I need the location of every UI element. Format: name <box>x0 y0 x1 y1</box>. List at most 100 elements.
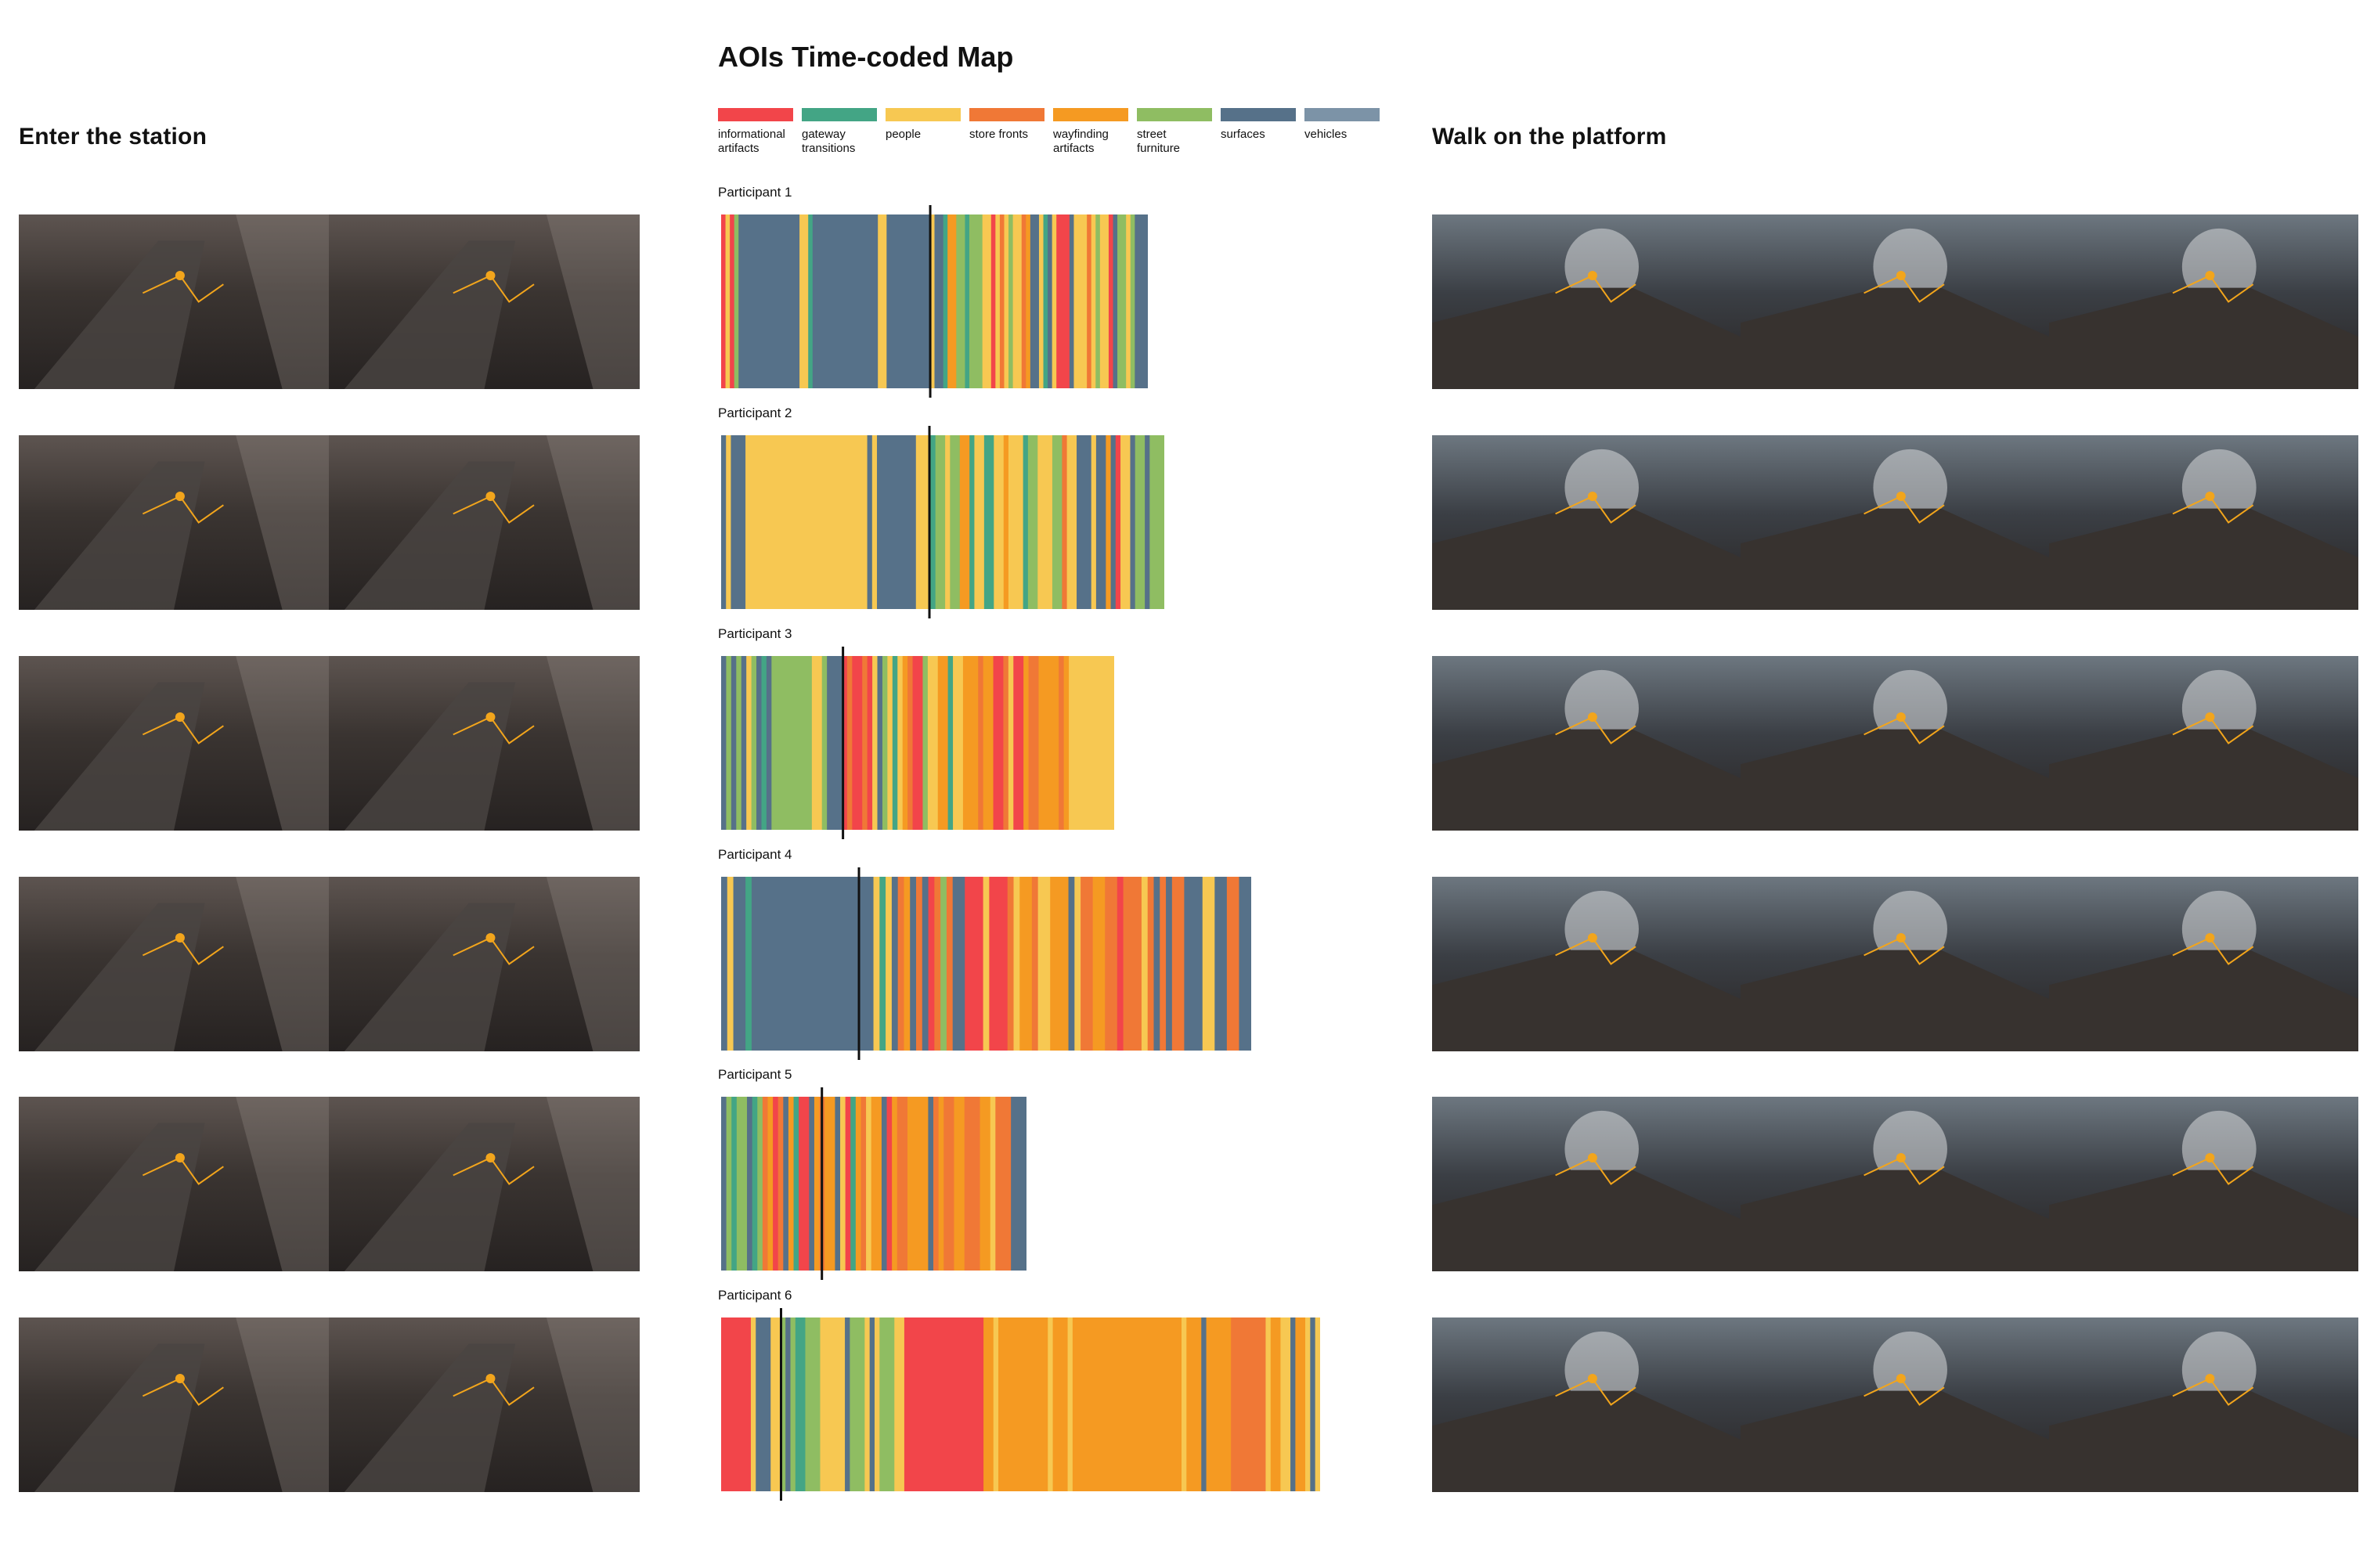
aoi-segment-fu <box>1117 214 1127 388</box>
aoi-segment-wa <box>1050 877 1070 1051</box>
aoi-segment-su <box>1184 877 1203 1051</box>
aoi-segment-wa <box>980 1097 991 1271</box>
aoi-segment-pe <box>874 1317 880 1491</box>
aoi-segment-fu <box>780 1317 786 1491</box>
aoi-segment-pe <box>872 656 879 830</box>
platform-photo <box>1741 656 2049 831</box>
platform-photo <box>2049 1097 2358 1271</box>
aoi-segment-pe <box>1038 214 1044 388</box>
aoi-segment-su <box>747 1097 753 1271</box>
aoi-segment-wa <box>1003 435 1009 609</box>
legend-label: surfaces <box>1221 128 1265 141</box>
aoi-segment-su <box>1077 435 1092 609</box>
aoi-segment-pe <box>1315 1317 1320 1491</box>
aoi-segment-wa <box>1186 1317 1202 1491</box>
aoi-segment-pe <box>993 1317 999 1491</box>
aoi-segment-wa <box>1106 435 1112 609</box>
legend-label: informational artifacts <box>718 128 785 155</box>
aoi-segment-wa <box>907 1097 929 1271</box>
aoi-segment-su <box>1135 214 1148 388</box>
aoi-segment-pe <box>1120 435 1131 609</box>
aoi-segment-ia <box>990 214 996 388</box>
aoi-segment-fu <box>771 656 813 830</box>
aoi-segment-fu <box>790 1317 796 1491</box>
aoi-segment-su <box>877 435 917 609</box>
aoi-segment-sf <box>1007 877 1015 1051</box>
aoi-segment-sf <box>978 656 984 830</box>
aoi-segment-fu <box>1027 435 1038 609</box>
aoi-segment-pe <box>953 656 964 830</box>
aoi-segment-su <box>1310 1317 1316 1491</box>
participant-strip <box>721 426 1164 618</box>
participant-label: Participant 4 <box>718 847 792 862</box>
aoi-segment-wa <box>767 1097 774 1271</box>
aoi-segment-su <box>952 877 965 1051</box>
aoi-segment-sf <box>1123 877 1142 1051</box>
platform-photo <box>2049 1317 2358 1492</box>
aoi-segment-ia <box>721 1317 752 1491</box>
aoi-segment-sf <box>1147 877 1155 1051</box>
aoi-segment-fu <box>1052 435 1063 609</box>
aoi-segment-wa <box>983 1317 994 1491</box>
participant-strip <box>721 205 1148 398</box>
aoi-segment-gt <box>969 435 976 609</box>
aoi-segment-pe <box>1073 214 1088 388</box>
aoi-segment-su <box>1290 1317 1296 1491</box>
aoi-segment-su <box>1145 435 1150 609</box>
aoi-segment-wa <box>954 1097 965 1271</box>
aoi-segment-pe <box>887 656 893 830</box>
platform-photo <box>1741 435 2049 610</box>
aoi-segment-wa <box>871 1097 882 1271</box>
aoi-segment-wa <box>937 656 949 830</box>
aoi-segment-su <box>1214 877 1228 1051</box>
aoi-segment-gt <box>752 1097 758 1271</box>
aoi-segment-su <box>785 1317 792 1491</box>
aoi-segment-fu <box>879 1317 895 1491</box>
aoi-segment-ia <box>912 656 924 830</box>
aoi-segment-pe <box>811 656 823 830</box>
aoi-segment-su <box>1166 877 1173 1051</box>
aoi-segment-wa <box>892 1097 898 1271</box>
aoi-segment-sf <box>1160 877 1167 1051</box>
aoi-segment-su <box>738 214 800 388</box>
aoi-segment-ia <box>993 656 1005 830</box>
aoi-segment-ia <box>904 1317 984 1491</box>
escalator-photo <box>329 877 640 1051</box>
aoi-segment-ia <box>989 877 1008 1051</box>
platform-photo <box>1741 877 2049 1051</box>
aoi-segment-su <box>1068 877 1075 1051</box>
platform-photo <box>2049 214 2358 389</box>
aoi-segment-sf <box>1062 435 1068 609</box>
aoi-segment-gt <box>1023 435 1029 609</box>
station-entry-photo <box>19 656 329 831</box>
aoi-segment-pe <box>1091 214 1096 388</box>
aoi-segment-pe <box>1126 214 1131 388</box>
aoi-segment-pe <box>873 877 880 1051</box>
aoi-segment-wa <box>1063 656 1070 830</box>
aoi-segment-sf <box>1171 877 1185 1051</box>
aoi-segment-fu <box>1095 214 1101 388</box>
aoi-segment-pe <box>878 214 887 388</box>
station-entry-photo <box>19 1317 329 1492</box>
aoi-segment-sf <box>1028 656 1040 830</box>
aoi-segment-su <box>877 656 883 830</box>
aoi-segment-su <box>1110 435 1117 609</box>
platform-photo <box>1432 435 1741 610</box>
platform-photo <box>1432 214 1741 389</box>
aoi-segment-pe <box>1099 214 1109 388</box>
aoi-segment-pe <box>990 1097 996 1271</box>
aoi-segment-su <box>934 214 944 388</box>
aoi-segment-gt <box>795 1317 806 1491</box>
aoi-segment-gt <box>943 214 948 388</box>
aoi-segment-sf <box>862 656 868 830</box>
aoi-segment-su <box>1153 877 1160 1051</box>
aoi-segment-wa <box>983 656 994 830</box>
aoi-segment-pe <box>840 1097 846 1271</box>
participant-label: Participant 2 <box>718 406 792 420</box>
aoi-segment-pe <box>1074 877 1081 1051</box>
left-heading: Enter the station <box>19 124 207 150</box>
legend-swatch-sf <box>969 108 1044 121</box>
aoi-segment-fu <box>726 656 732 830</box>
aoi-segment-fu <box>1008 214 1014 388</box>
right-heading: Walk on the platform <box>1432 124 1667 150</box>
